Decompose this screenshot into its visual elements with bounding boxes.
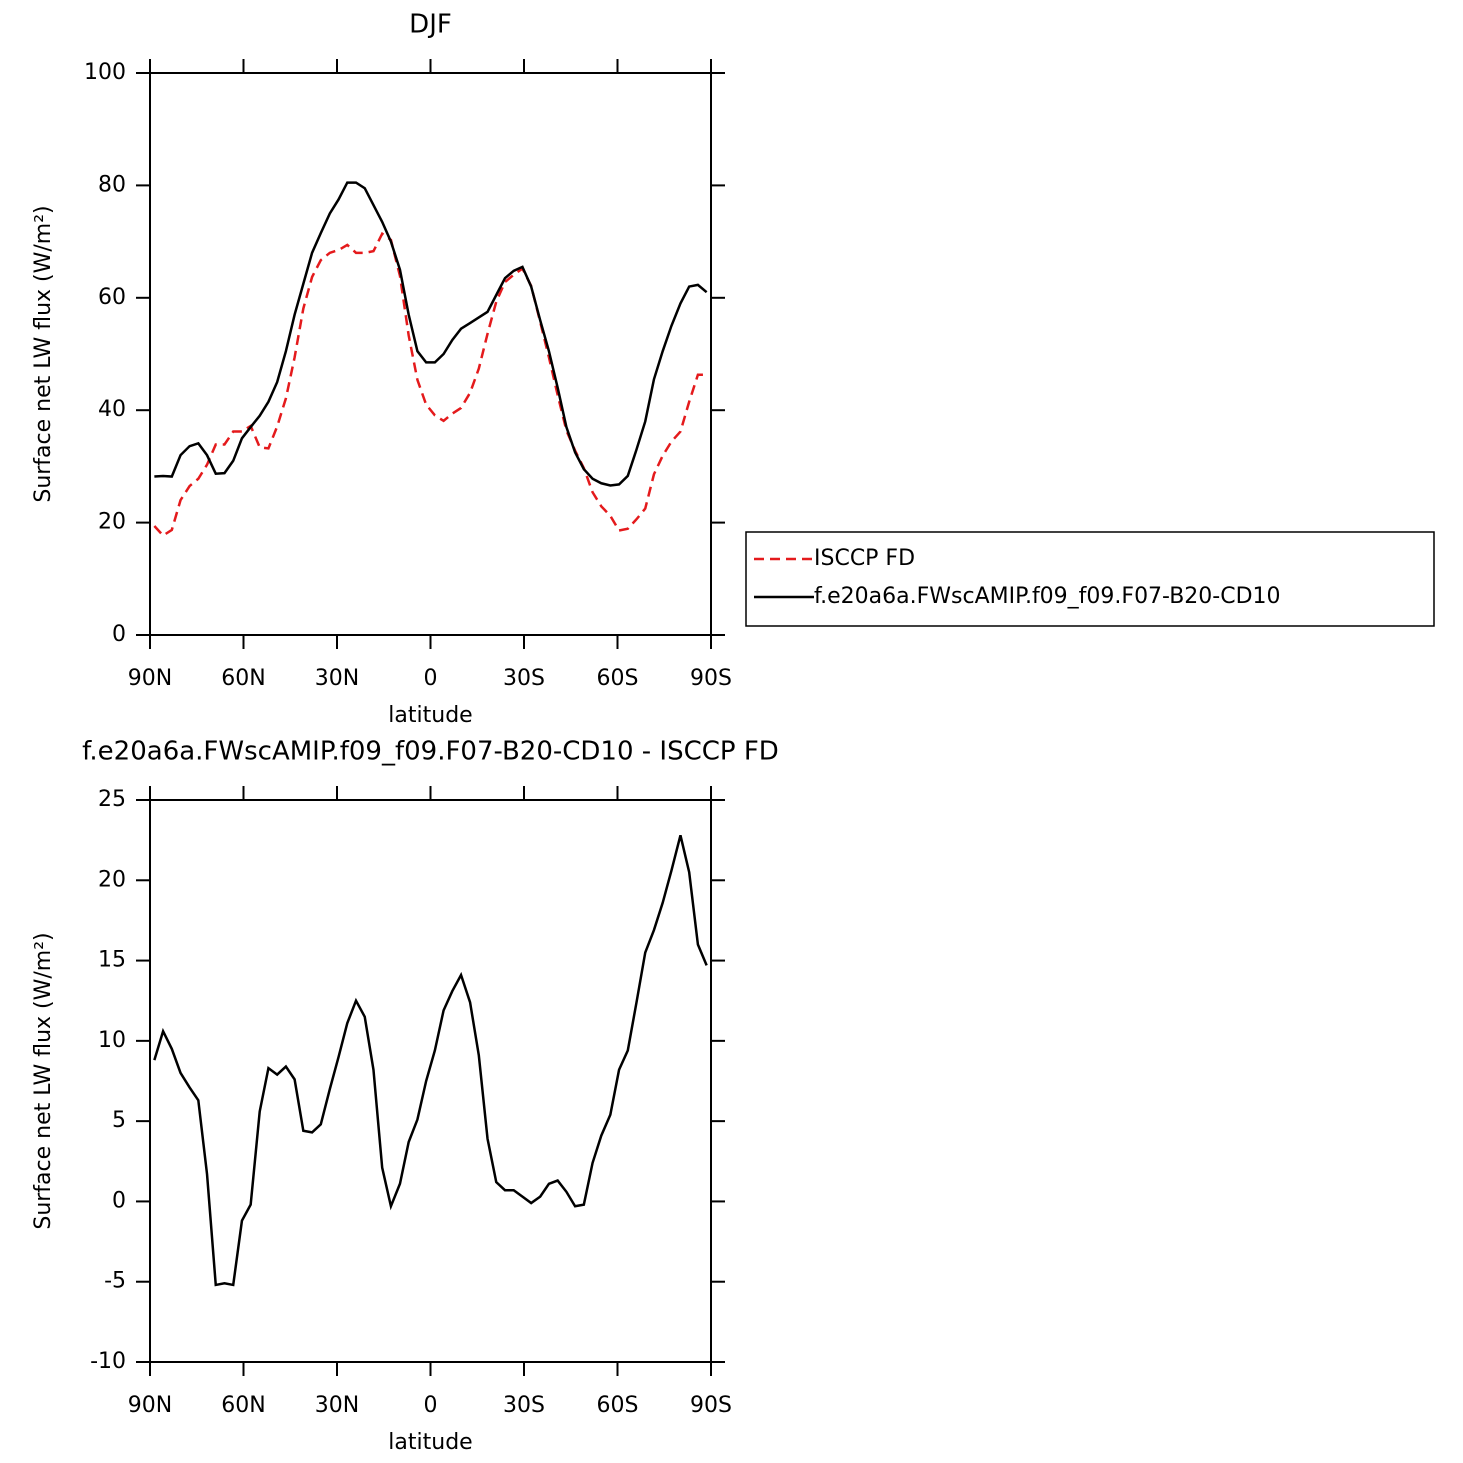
y-tick-label: 80 (98, 172, 126, 197)
legend-label: ISCCP FD (814, 546, 915, 571)
x-tick-label: 0 (424, 1393, 438, 1418)
y-tick-label: 10 (98, 1028, 126, 1053)
y-tick-label: 0 (112, 622, 126, 647)
x-tick-label: 90N (128, 1393, 172, 1418)
y-tick-label: -5 (104, 1269, 126, 1294)
data-line (154, 181, 708, 487)
y-tick-label: 5 (112, 1108, 126, 1133)
plot-frame (149, 72, 712, 636)
x-tick-label: 30S (503, 1393, 545, 1418)
legend-box (745, 531, 1435, 627)
legend-label: f.e20a6a.FWscAMIP.f09_f09.F07-B20-CD10 (814, 584, 1281, 609)
data-line (153, 231, 707, 538)
x-tick-label: 90N (128, 666, 172, 691)
y-tick-label: 40 (98, 397, 126, 422)
y-tick-label: 60 (98, 285, 126, 310)
x-axis-title: latitude (388, 703, 472, 728)
x-tick-label: 60S (597, 1393, 639, 1418)
y-axis-title: Surface net LW flux (W/m²) (31, 932, 56, 1229)
y-tick-label: 100 (84, 60, 126, 85)
x-tick-label: 30N (315, 666, 359, 691)
chart-title: f.e20a6a.FWscAMIP.f09_f09.F07-B20-CD10 -… (82, 737, 779, 767)
y-tick-label: 20 (98, 510, 126, 535)
y-tick-label: 20 (98, 867, 126, 892)
y-tick-label: -10 (90, 1349, 126, 1374)
y-axis-title: Surface net LW flux (W/m²) (31, 205, 56, 502)
x-tick-label: 90S (690, 1393, 732, 1418)
x-tick-label: 0 (424, 666, 438, 691)
x-tick-label: 60N (221, 1393, 265, 1418)
x-tick-label: 30N (315, 1393, 359, 1418)
x-tick-label: 30S (503, 666, 545, 691)
x-tick-label: 90S (690, 666, 732, 691)
x-tick-label: 60N (221, 666, 265, 691)
y-tick-label: 0 (112, 1188, 126, 1213)
data-line (153, 835, 708, 1287)
x-axis-title: latitude (388, 1430, 472, 1455)
y-tick-label: 15 (98, 948, 126, 973)
x-tick-label: 60S (597, 666, 639, 691)
chart-title: DJF (409, 10, 452, 40)
y-tick-label: 25 (98, 787, 126, 812)
